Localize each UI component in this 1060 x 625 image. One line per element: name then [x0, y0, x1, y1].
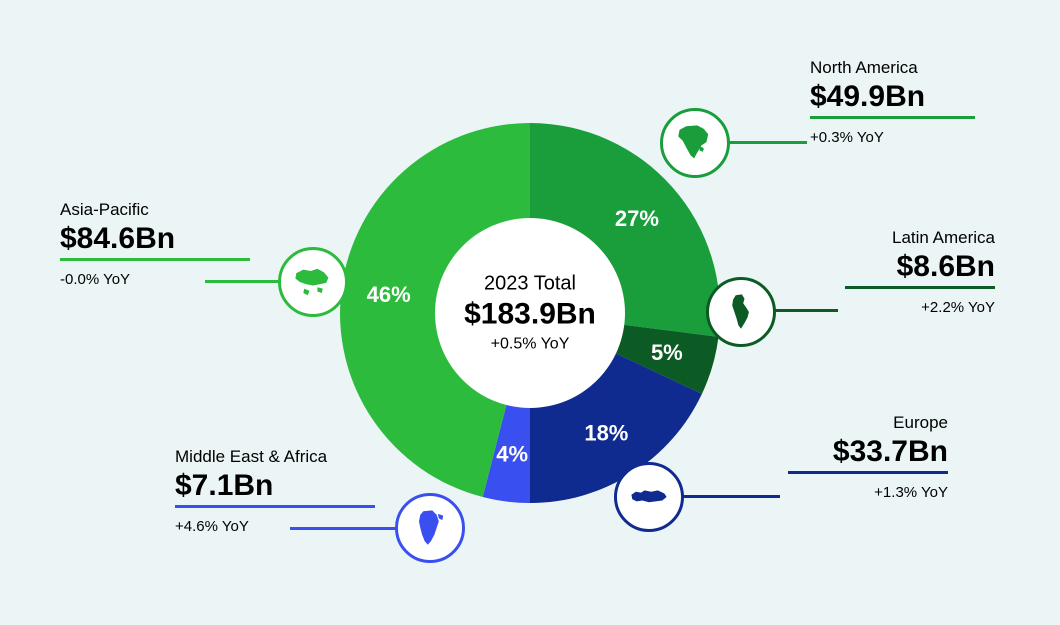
apac-map-icon — [291, 260, 335, 304]
region-value: $8.6Bn — [845, 250, 995, 284]
region-name: Europe — [788, 413, 948, 433]
region-value: $33.7Bn — [788, 435, 948, 469]
region-name: Middle East & Africa — [175, 447, 375, 467]
slice-percent-label: 18% — [584, 420, 628, 445]
center-yoy: +0.5% YoY — [440, 335, 620, 353]
donut-chart-container: 27% 5% 18% 4% 46% 2023 Total $183.9Bn +0.5% … — [340, 123, 720, 503]
slice-percent-label: 27% — [615, 205, 659, 230]
region-yoy: +4.6% YoY — [175, 518, 375, 535]
region-name: Asia-Pacific — [60, 200, 250, 220]
region-underline — [60, 258, 250, 261]
north-america-map-icon — [673, 121, 717, 165]
region-label-latin-america: Latin America $8.6Bn +2.2% YoY — [845, 228, 995, 316]
region-value: $49.9Bn — [810, 80, 975, 114]
center-label: 2023 Total $183.9Bn +0.5% YoY — [440, 272, 620, 353]
region-yoy: +0.3% YoY — [810, 129, 975, 146]
slice-percent-label: 46% — [367, 282, 411, 307]
region-value: $7.1Bn — [175, 469, 375, 503]
mea-map-icon — [408, 506, 452, 550]
center-total: $183.9Bn — [440, 297, 620, 331]
region-yoy: -0.0% YoY — [60, 271, 250, 288]
region-label-north-america: North America $49.9Bn +0.3% YoY — [810, 58, 975, 146]
region-label-apac: Asia-Pacific $84.6Bn -0.0% YoY — [60, 200, 250, 288]
region-icon-north-america — [660, 108, 730, 178]
region-underline — [175, 505, 375, 508]
region-icon-apac — [278, 247, 348, 317]
region-icon-europe — [614, 462, 684, 532]
region-label-mea: Middle East & Africa $7.1Bn +4.6% YoY — [175, 447, 375, 535]
region-yoy: +1.3% YoY — [788, 484, 948, 501]
slice-percent-label: 4% — [496, 441, 528, 466]
slice-percent-label: 5% — [651, 339, 683, 364]
region-underline — [788, 471, 948, 474]
region-underline — [845, 286, 995, 289]
latin-america-map-icon — [719, 290, 763, 334]
region-icon-latin-america — [706, 277, 776, 347]
region-label-europe: Europe $33.7Bn +1.3% YoY — [788, 413, 948, 501]
europe-map-icon — [627, 475, 671, 519]
region-yoy: +2.2% YoY — [845, 299, 995, 316]
region-value: $84.6Bn — [60, 222, 250, 256]
region-underline — [810, 116, 975, 119]
region-name: North America — [810, 58, 975, 78]
region-icon-mea — [395, 493, 465, 563]
region-name: Latin America — [845, 228, 995, 248]
center-year: 2023 Total — [440, 272, 620, 295]
